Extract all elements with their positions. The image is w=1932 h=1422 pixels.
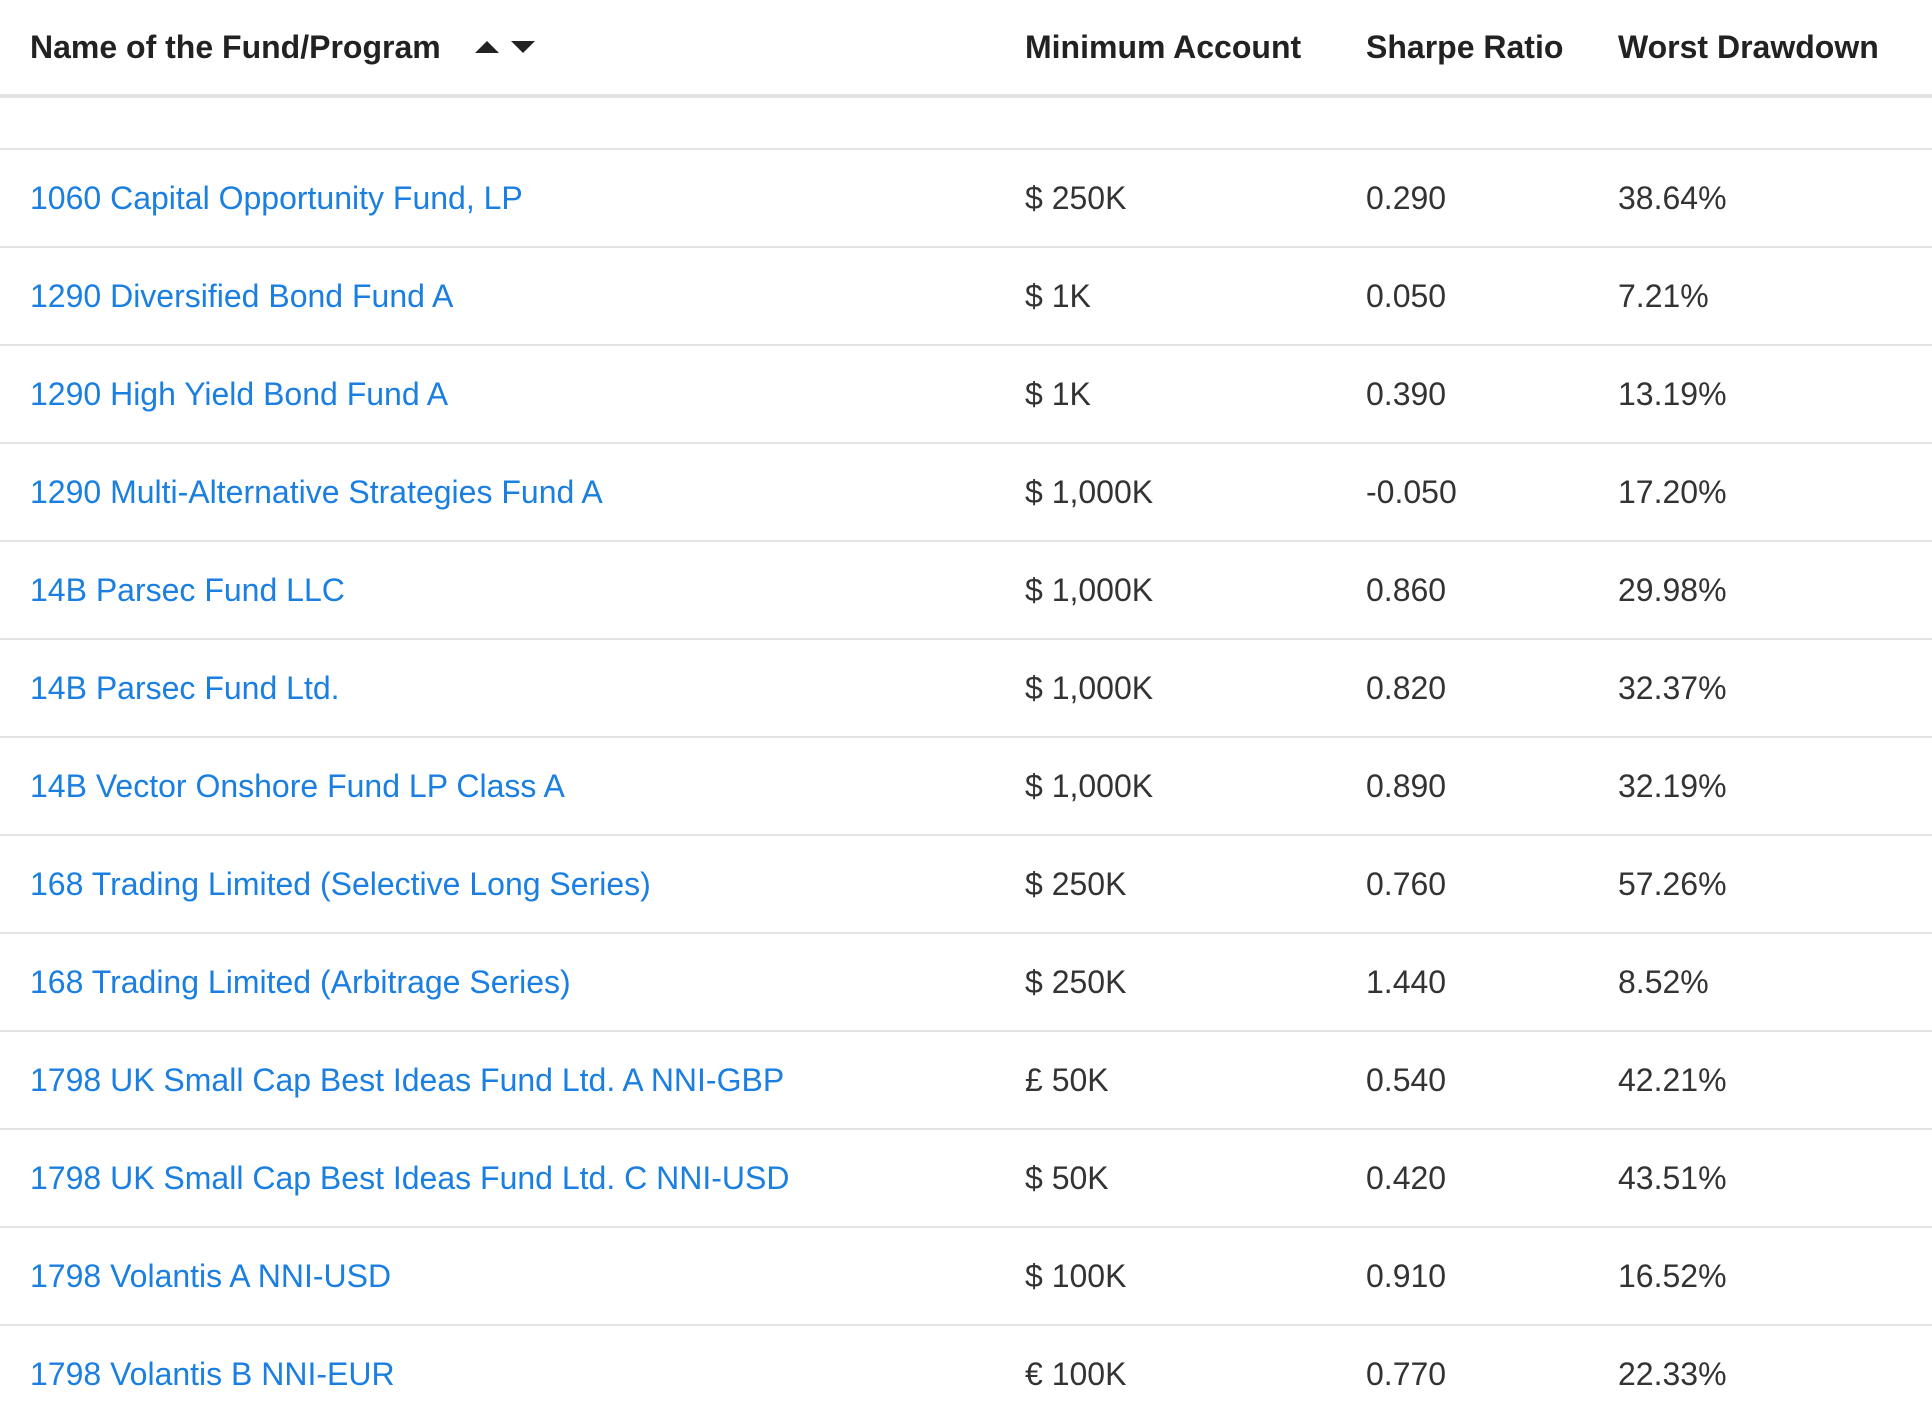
table-row: 1798 UK Small Cap Best Ideas Fund Ltd. A…	[0, 1032, 1932, 1130]
min-account-cell: $ 1,000K	[1025, 669, 1154, 706]
worst-drawdown-cell: 16.52%	[1618, 1257, 1727, 1294]
table-row: 1290 Multi-Alternative Strategies Fund A…	[0, 444, 1932, 542]
fund-name-link[interactable]: 1290 Multi-Alternative Strategies Fund A	[30, 473, 603, 510]
sort-ascending-icon[interactable]	[474, 41, 499, 53]
sharpe-ratio-cell: 0.770	[1366, 1355, 1447, 1392]
min-account-cell: $ 1,000K	[1025, 571, 1154, 608]
fund-name-cell: 1798 Volantis A NNI-USD	[30, 1228, 391, 1324]
fund-name-cell: 1798 UK Small Cap Best Ideas Fund Ltd. C…	[30, 1130, 789, 1226]
table-header: Name of the Fund/Program Minimum Account…	[0, 0, 1932, 98]
header-name-label: Name of the Fund/Program	[30, 28, 441, 65]
table-row: 14B Vector Onshore Fund LP Class A $ 1,00…	[0, 738, 1932, 836]
table-row: 14B Parsec Fund LLC $ 1,000K 0.860 29.98%	[0, 542, 1932, 640]
worst-drawdown-cell: 29.98%	[1618, 571, 1727, 608]
fund-name-link[interactable]: 1798 UK Small Cap Best Ideas Fund Ltd. A…	[30, 1061, 785, 1098]
sharpe-ratio-cell: 0.910	[1366, 1257, 1447, 1294]
fund-name-link[interactable]: 1798 Volantis B NNI-EUR	[30, 1355, 395, 1392]
worst-drawdown-cell: 32.19%	[1618, 767, 1727, 804]
sort-descending-icon[interactable]	[510, 41, 535, 53]
worst-drawdown-cell: 38.64%	[1618, 179, 1727, 216]
min-account-cell: € 100K	[1025, 1355, 1127, 1392]
table-row: 1060 Capital Opportunity Fund, LP $ 250K 0…	[0, 150, 1932, 248]
fund-name-cell: 1060 Capital Opportunity Fund, LP	[30, 150, 523, 246]
fund-name-cell: 1798 UK Small Cap Best Ideas Fund Ltd. A…	[30, 1032, 784, 1128]
min-account-cell: $ 1K	[1025, 375, 1091, 412]
min-account-cell: $ 250K	[1025, 963, 1127, 1000]
fund-name-link[interactable]: 1060 Capital Opportunity Fund, LP	[30, 179, 523, 216]
fund-name-link[interactable]: 168 Trading Limited (Arbitrage Series)	[30, 963, 571, 1000]
fund-name-link[interactable]: 1798 Volantis A NNI-USD	[30, 1257, 392, 1294]
worst-drawdown-cell: 13.19%	[1618, 375, 1727, 412]
min-account-cell: $ 1K	[1025, 277, 1091, 314]
table-row: 1798 Volantis B NNI-EUR € 100K 0.770 22.33%	[0, 1326, 1932, 1422]
table-row: 1290 High Yield Bond Fund A $ 1K 0.390 13.1…	[0, 346, 1932, 444]
header-worst-drawdown: Worst Drawdown	[1618, 28, 1879, 65]
worst-drawdown-cell: 22.33%	[1618, 1355, 1727, 1392]
worst-drawdown-cell: 43.51%	[1618, 1159, 1727, 1196]
fund-name-cell: 168 Trading Limited (Arbitrage Series)	[30, 934, 571, 1030]
fund-name-cell: 1290 High Yield Bond Fund A	[30, 346, 448, 442]
header-min-account: Minimum Account	[1025, 28, 1302, 65]
min-account-cell: $ 250K	[1025, 179, 1127, 216]
header-sharpe-ratio: Sharpe Ratio	[1366, 28, 1564, 65]
sharpe-ratio-cell: 0.390	[1366, 375, 1447, 412]
header-spacer	[0, 98, 1932, 150]
sharpe-ratio-cell: 0.540	[1366, 1061, 1447, 1098]
fund-name-cell: 168 Trading Limited (Selective Long Seri…	[30, 836, 651, 932]
fund-name-link[interactable]: 1290 High Yield Bond Fund A	[30, 375, 449, 412]
sharpe-ratio-cell: 0.050	[1366, 277, 1447, 314]
min-account-cell: $ 250K	[1025, 865, 1127, 902]
fund-name-link[interactable]: 14B Parsec Fund LLC	[30, 571, 345, 608]
sort-controls	[474, 41, 535, 53]
sharpe-ratio-cell: 0.860	[1366, 571, 1447, 608]
sharpe-ratio-cell: 0.290	[1366, 179, 1447, 216]
table-row: 1798 Volantis A NNI-USD $ 100K 0.910 16.52%	[0, 1228, 1932, 1326]
table-row: 168 Trading Limited (Selective Long Seri…	[0, 836, 1932, 934]
fund-name-cell: 1290 Multi-Alternative Strategies Fund A	[30, 444, 603, 540]
table-row: 168 Trading Limited (Arbitrage Series) $ …	[0, 934, 1932, 1032]
sharpe-ratio-cell: 0.820	[1366, 669, 1447, 706]
worst-drawdown-cell: 8.52%	[1618, 963, 1709, 1000]
fund-name-cell: 1290 Diversified Bond Fund A	[30, 248, 453, 344]
fund-name-link[interactable]: 168 Trading Limited (Selective Long Seri…	[30, 865, 651, 902]
sharpe-ratio-cell: 1.440	[1366, 963, 1447, 1000]
fund-name-link[interactable]: 1798 UK Small Cap Best Ideas Fund Ltd. C…	[30, 1159, 790, 1196]
min-account-cell: £ 50K	[1025, 1061, 1109, 1098]
min-account-cell: $ 1,000K	[1025, 767, 1154, 804]
sharpe-ratio-cell: 0.420	[1366, 1159, 1447, 1196]
fund-name-cell: 14B Parsec Fund Ltd.	[30, 640, 340, 736]
min-account-cell: $ 100K	[1025, 1257, 1127, 1294]
worst-drawdown-cell: 17.20%	[1618, 473, 1727, 510]
fund-name-link[interactable]: 14B Parsec Fund Ltd.	[30, 669, 340, 706]
fund-name-cell: 14B Vector Onshore Fund LP Class A	[30, 738, 565, 834]
min-account-cell: $ 50K	[1025, 1159, 1109, 1196]
table-row: 1290 Diversified Bond Fund A $ 1K 0.050 7.2…	[0, 248, 1932, 346]
fund-name-link[interactable]: 14B Vector Onshore Fund LP Class A	[30, 767, 565, 804]
header-name-cell: Name of the Fund/Program	[30, 0, 535, 94]
fund-name-cell: 14B Parsec Fund LLC	[30, 542, 345, 638]
fund-name-link[interactable]: 1290 Diversified Bond Fund A	[30, 277, 454, 314]
worst-drawdown-cell: 42.21%	[1618, 1061, 1727, 1098]
fund-name-cell: 1798 Volantis B NNI-EUR	[30, 1326, 395, 1422]
worst-drawdown-cell: 32.37%	[1618, 669, 1727, 706]
worst-drawdown-cell: 7.21%	[1618, 277, 1709, 314]
sharpe-ratio-cell: 0.760	[1366, 865, 1447, 902]
worst-drawdown-cell: 57.26%	[1618, 865, 1727, 902]
sharpe-ratio-cell: -0.050	[1366, 473, 1457, 510]
table-row: 1798 UK Small Cap Best Ideas Fund Ltd. C…	[0, 1130, 1932, 1228]
table-row: 14B Parsec Fund Ltd. $ 1,000K 0.820 32.37%	[0, 640, 1932, 738]
min-account-cell: $ 1,000K	[1025, 473, 1154, 510]
sharpe-ratio-cell: 0.890	[1366, 767, 1447, 804]
